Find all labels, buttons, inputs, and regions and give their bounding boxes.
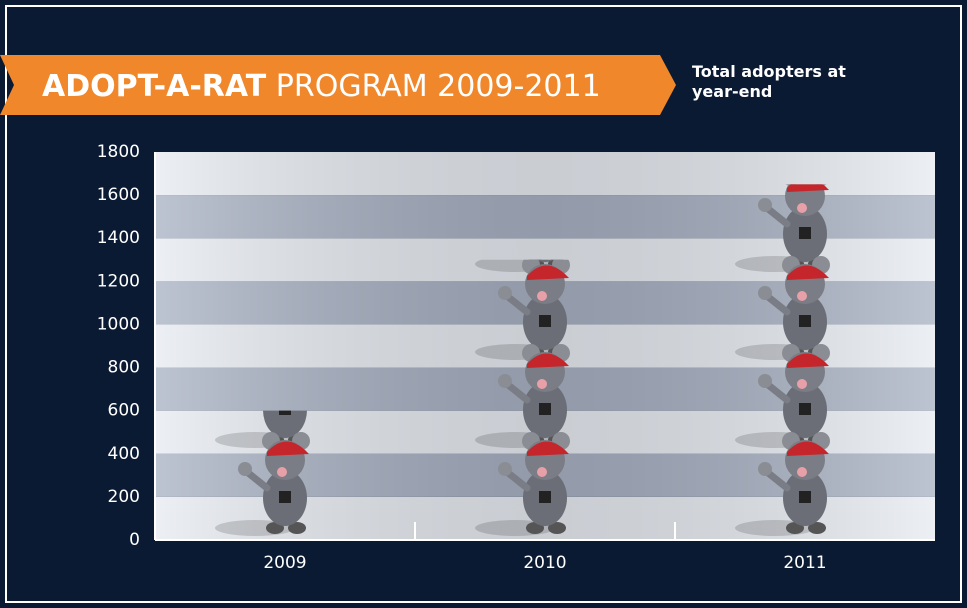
plot-area <box>155 152 935 540</box>
page: ADOPT-A-RAT PROGRAM 2009-2011 0 200 400 600… <box>0 0 967 608</box>
rat-nose <box>537 379 547 389</box>
rat-nose <box>537 291 547 301</box>
rat-badge <box>539 403 551 415</box>
rat-nose <box>797 467 807 477</box>
rat-hand <box>758 198 772 212</box>
rat-hand <box>498 374 512 388</box>
rat-hand <box>498 286 512 300</box>
x-tick-label: 2009 <box>263 553 306 573</box>
subtitle: Total adopters at year-end <box>692 62 862 102</box>
y-tick-label: 400 <box>108 444 140 464</box>
rat-badge <box>799 315 811 327</box>
y-tick-label: 1200 <box>97 271 140 291</box>
rat-hand <box>758 286 772 300</box>
rat-nose <box>277 467 287 477</box>
y-tick-label: 0 <box>129 530 140 550</box>
y-tick-label: 600 <box>108 401 140 421</box>
rat-badge <box>799 403 811 415</box>
title-bold: ADOPT-A-RAT <box>42 69 267 104</box>
rat-nose <box>797 291 807 301</box>
rat-badge <box>539 491 551 503</box>
y-tick-label: 1000 <box>97 314 140 334</box>
rat-badge <box>799 227 811 239</box>
y-tick-label: 200 <box>108 487 140 507</box>
title-rest: PROGRAM 2009-2011 <box>276 69 601 104</box>
rat-nose <box>797 203 807 213</box>
x-tick-label: 2010 <box>523 553 566 573</box>
rat-hand <box>758 374 772 388</box>
rat-nose <box>537 467 547 477</box>
rat-badge <box>539 315 551 327</box>
rat-badge <box>279 491 291 503</box>
rat-badge <box>799 491 811 503</box>
rat-hand <box>498 462 512 476</box>
y-tick-label: 800 <box>108 358 140 378</box>
y-tick-label: 1800 <box>97 142 140 162</box>
rat-hand <box>758 462 772 476</box>
x-tick-label: 2011 <box>783 553 826 573</box>
y-tick-label: 1400 <box>97 228 140 248</box>
rat-hand <box>238 462 252 476</box>
y-tick-label: 1600 <box>97 185 140 205</box>
rat-nose <box>797 379 807 389</box>
chart-title: ADOPT-A-RAT PROGRAM 2009-2011 <box>42 69 601 104</box>
